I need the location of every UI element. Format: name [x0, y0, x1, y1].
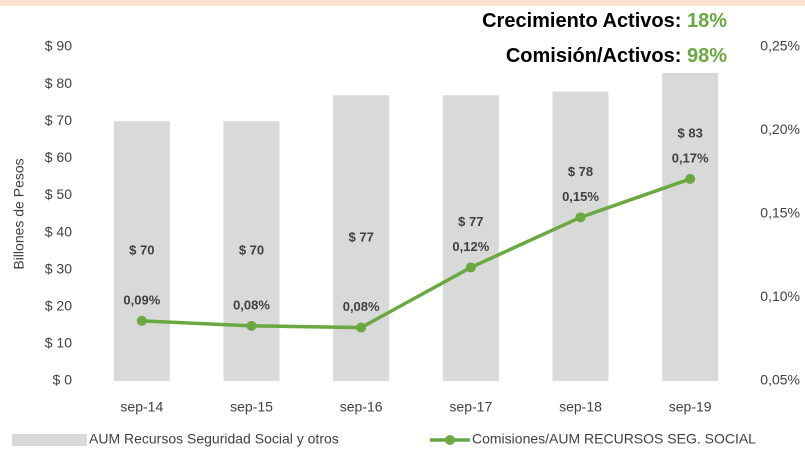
data-label: $ 70	[239, 243, 264, 258]
x-tick-label: sep-18	[559, 399, 602, 415]
bar	[333, 95, 390, 381]
line-point	[136, 315, 147, 326]
data-label: $ 70	[129, 243, 154, 258]
y-tick-label: $ 30	[45, 260, 72, 276]
data-label: $ 78	[568, 164, 593, 179]
annotation-value: 18%	[687, 10, 727, 32]
legend-label: AUM Recursos Seguridad Social y otros	[89, 431, 339, 447]
x-tick-label: sep-16	[340, 399, 383, 415]
y-tick-label: $ 50	[45, 186, 72, 202]
y-axis-label: Billones de Pesos	[11, 158, 27, 269]
data-label: 0,12%	[452, 239, 489, 254]
legend-label: Comisiones/AUM RECURSOS SEG. SOCIAL	[472, 431, 756, 447]
top-strip	[0, 0, 805, 6]
line-point	[356, 322, 367, 333]
y-tick-label: $ 10	[45, 335, 72, 351]
data-label: 0,08%	[343, 299, 380, 314]
bar	[662, 72, 719, 381]
y-tick-label: $ 20	[45, 297, 72, 313]
y2-tick-label: 0,20%	[760, 121, 800, 137]
line-point	[246, 320, 257, 331]
bar	[442, 95, 499, 381]
y2-tick-label: 0,25%	[760, 38, 800, 54]
data-label: $ 77	[458, 214, 483, 229]
bar	[223, 121, 280, 381]
annotation: Crecimiento Activos: 18%	[482, 10, 727, 32]
data-label: 0,09%	[123, 292, 160, 307]
y-tick-label: $ 70	[45, 112, 72, 128]
annotation: Comisión/Activos: 98%	[506, 45, 727, 67]
x-tick-label: sep-14	[120, 399, 163, 415]
y-tick-label: $ 40	[45, 223, 72, 239]
y-tick-label: $ 90	[45, 38, 72, 54]
bar	[552, 91, 609, 382]
x-tick-label: sep-17	[449, 399, 492, 415]
y2-tick-label: 0,15%	[760, 205, 800, 221]
annotation-text: Comisión/Activos:	[506, 45, 682, 67]
line-point	[575, 212, 586, 223]
y2-tick-label: 0,05%	[760, 372, 800, 388]
data-label: 0,15%	[562, 189, 599, 204]
annotation-text: Crecimiento Activos:	[482, 10, 681, 32]
line-point	[685, 173, 696, 184]
y-tick-label: $ 80	[45, 75, 72, 91]
x-tick-label: sep-19	[669, 399, 712, 415]
data-label: 0,08%	[233, 297, 270, 312]
y2-tick-label: 0,10%	[760, 288, 800, 304]
line	[141, 177, 691, 330]
legend-swatch	[445, 435, 455, 445]
data-label: $ 77	[349, 230, 374, 245]
y-tick-label: $ 0	[53, 372, 73, 388]
x-tick-label: sep-15	[230, 399, 273, 415]
annotation-value: 98%	[687, 45, 727, 67]
data-label: $ 83	[678, 125, 703, 140]
legend-swatch	[12, 434, 87, 446]
line-point	[465, 262, 476, 273]
data-label: 0,17%	[672, 150, 709, 165]
y-tick-label: $ 60	[45, 149, 72, 165]
bar	[113, 121, 170, 381]
